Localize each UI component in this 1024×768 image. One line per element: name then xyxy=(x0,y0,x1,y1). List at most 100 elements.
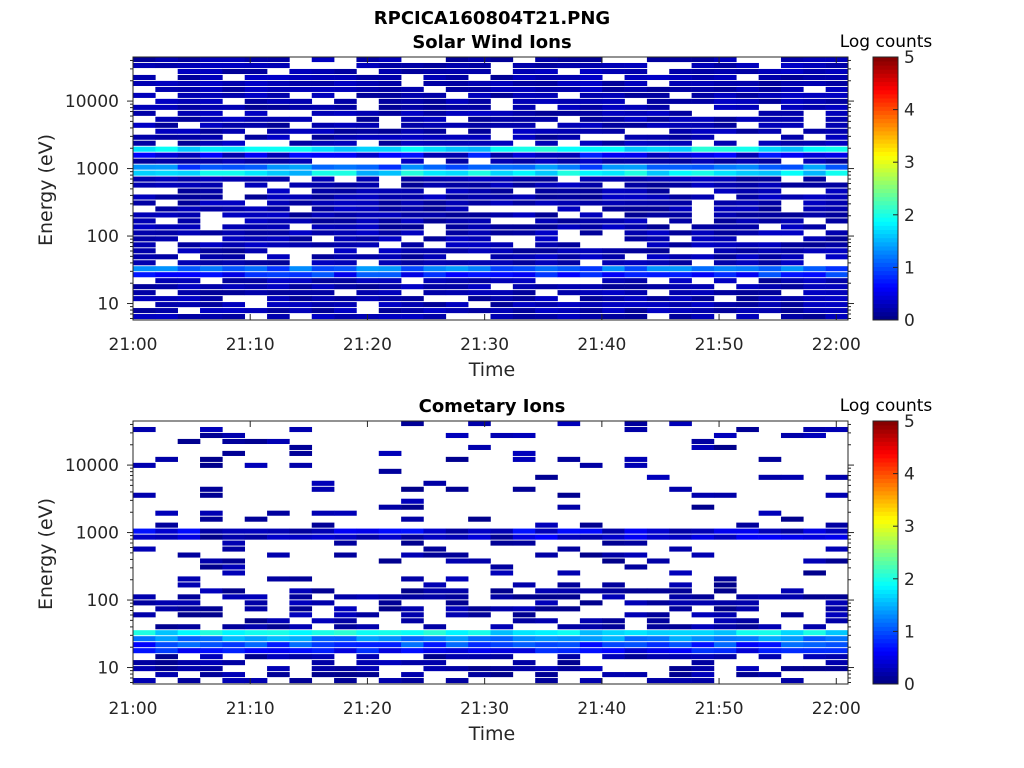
heatmap-cell xyxy=(490,278,514,284)
colorbar-swatch xyxy=(873,283,898,288)
heatmap-cell xyxy=(222,314,246,320)
heatmap-cell xyxy=(803,242,826,248)
heatmap-cell xyxy=(423,194,447,200)
heatmap-cell xyxy=(825,140,849,146)
heatmap-cell xyxy=(222,212,246,218)
heatmap-cell xyxy=(669,678,692,684)
heatmap-cell xyxy=(512,648,536,654)
heatmap-cell xyxy=(222,588,246,594)
heatmap-cell xyxy=(334,206,357,212)
heatmap-cell xyxy=(289,278,313,284)
heatmap-cell xyxy=(803,224,826,230)
heatmap-cell xyxy=(780,528,804,534)
y-tick-label: 1000 xyxy=(76,160,119,180)
heatmap-cell xyxy=(758,218,782,224)
heatmap-cell xyxy=(535,140,558,146)
heatmap-cell xyxy=(758,510,782,516)
heatmap-cell xyxy=(133,110,156,116)
heatmap-cell xyxy=(803,164,826,170)
heatmap-cell xyxy=(646,648,670,654)
heatmap-cell xyxy=(423,636,447,642)
colorbar-swatch xyxy=(873,303,898,309)
heatmap-cell xyxy=(736,152,759,158)
heatmap-cell xyxy=(155,642,178,648)
heatmap-cell xyxy=(557,504,581,510)
heatmap-cell xyxy=(825,68,849,75)
heatmap-cell xyxy=(356,80,380,86)
heatmap-cell xyxy=(803,432,826,439)
heatmap-cell xyxy=(334,528,357,534)
heatmap-cell xyxy=(736,648,759,654)
heatmap-cell xyxy=(222,260,246,266)
heatmap-cell xyxy=(222,116,246,122)
heatmap-cell xyxy=(445,212,469,218)
heatmap-cell xyxy=(624,260,648,266)
heatmap-cell xyxy=(133,462,156,468)
heatmap-cell xyxy=(244,600,268,606)
heatmap-cell xyxy=(780,284,804,290)
heatmap-cell xyxy=(445,98,469,104)
heatmap-cell xyxy=(468,152,491,158)
heatmap-cell xyxy=(646,92,670,98)
colorbar-swatch xyxy=(873,233,898,239)
heatmap-cell xyxy=(535,248,558,254)
heatmap-cell xyxy=(200,57,223,63)
heatmap-cell xyxy=(579,230,603,236)
x-tick-label: 21:50 xyxy=(695,335,744,355)
x-tick-label: 21:30 xyxy=(460,335,509,355)
heatmap-cell xyxy=(155,194,178,200)
heatmap-cell xyxy=(200,308,223,314)
heatmap-cell xyxy=(646,134,670,140)
heatmap-cell xyxy=(468,134,491,140)
heatmap-cell xyxy=(535,618,558,624)
heatmap-cell xyxy=(691,158,715,164)
colorbar-swatch xyxy=(873,486,898,492)
heatmap-cell xyxy=(445,302,469,308)
heatmap-cell xyxy=(133,248,156,254)
heatmap-cell xyxy=(825,98,849,104)
heatmap-cell xyxy=(602,224,625,230)
heatmap-cell xyxy=(646,618,670,624)
heatmap-cell xyxy=(535,272,558,278)
heatmap-cell xyxy=(334,182,357,188)
heatmap-cell xyxy=(646,182,670,188)
colorbar-swatch xyxy=(873,457,898,463)
heatmap-cell xyxy=(758,164,782,170)
heatmap-cell xyxy=(356,200,380,206)
heatmap-cell xyxy=(177,128,201,134)
heatmap-cell xyxy=(736,672,759,678)
heatmap-cell xyxy=(758,200,782,206)
heatmap-cell xyxy=(423,588,447,594)
heatmap-cell xyxy=(825,200,849,206)
heatmap-cell xyxy=(356,62,380,69)
heatmap-cell xyxy=(512,98,536,104)
heatmap-cell xyxy=(155,654,178,660)
heatmap-cell xyxy=(289,86,313,92)
heatmap-cell xyxy=(691,290,715,296)
colorbar-tick-label: 0 xyxy=(904,675,915,695)
heatmap-cell xyxy=(512,116,536,122)
heatmap-cell xyxy=(289,594,313,600)
heatmap-cell xyxy=(334,86,357,92)
heatmap-cell xyxy=(311,534,335,540)
heatmap-cell xyxy=(669,302,692,308)
colorbar-swatch xyxy=(873,441,898,447)
heatmap-cell xyxy=(780,474,804,480)
heatmap-cell xyxy=(401,182,424,188)
heatmap-cell xyxy=(133,528,156,534)
heatmap-cell xyxy=(557,194,581,200)
heatmap-cell xyxy=(825,278,849,284)
heatmap-cell xyxy=(736,254,759,260)
heatmap-cell xyxy=(758,146,782,152)
heatmap-cell xyxy=(758,194,782,200)
heatmap-cell xyxy=(356,666,380,672)
heatmap-cell xyxy=(423,110,447,116)
heatmap-cell xyxy=(468,666,491,672)
heatmap-cell xyxy=(780,594,804,600)
heatmap-cell xyxy=(311,170,335,176)
heatmap-cell xyxy=(244,104,268,110)
heatmap-cell xyxy=(378,648,402,654)
heatmap-cell xyxy=(758,648,782,654)
heatmap-cell xyxy=(423,206,447,212)
